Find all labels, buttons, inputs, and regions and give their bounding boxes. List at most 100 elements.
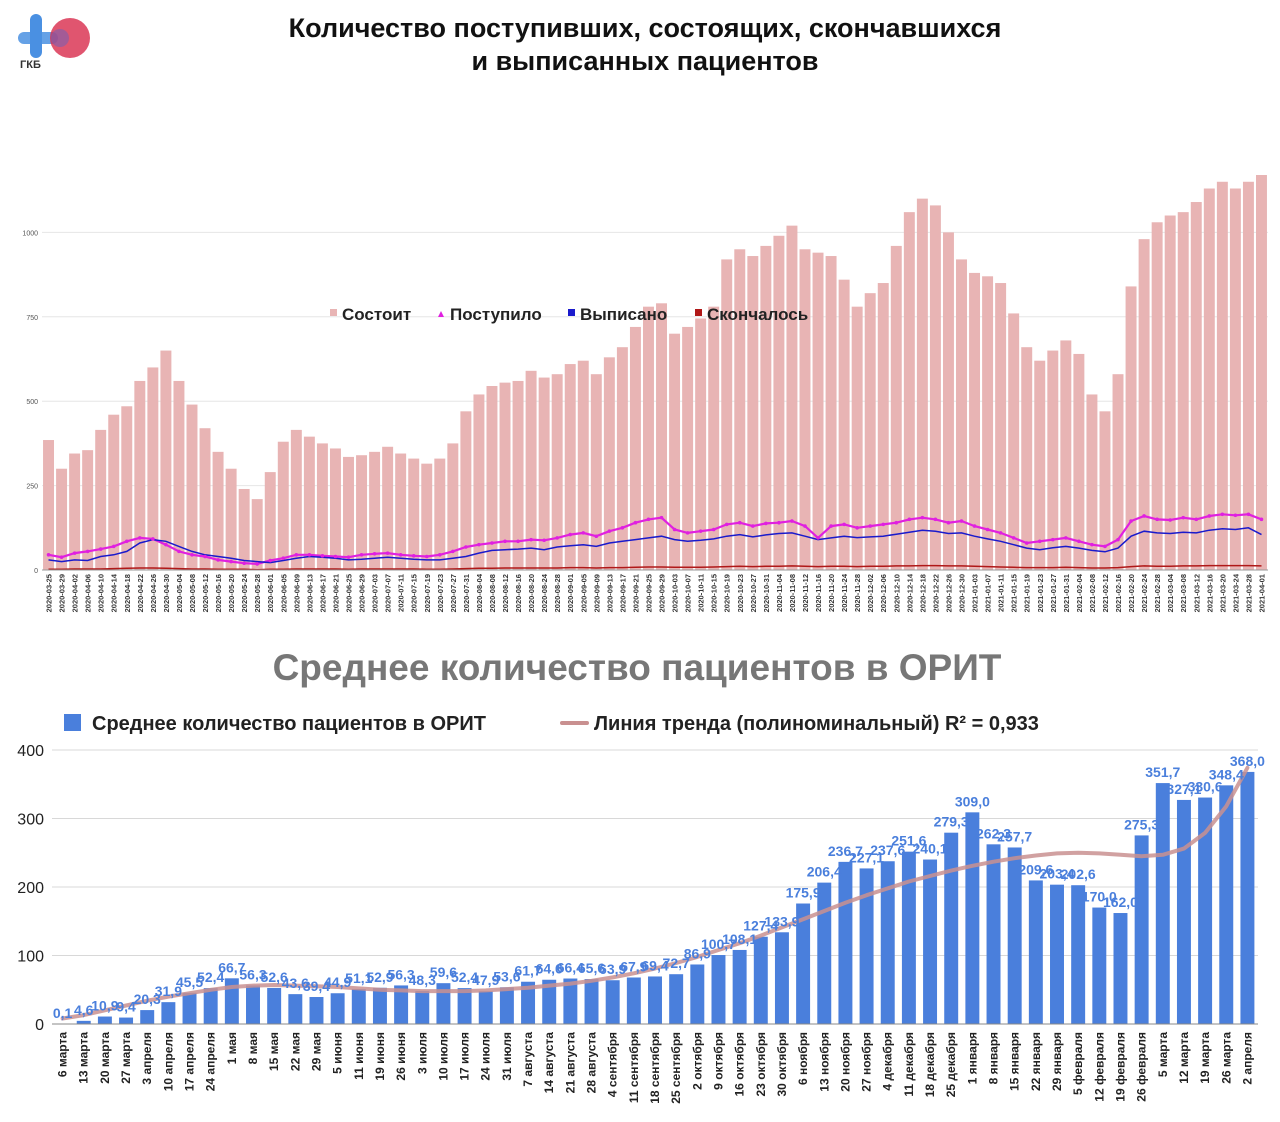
icu-bar [478, 991, 493, 1024]
x-tick-label: 25 сентября [669, 1032, 683, 1104]
stayed-bar [838, 279, 850, 570]
x-tick-label: 18 сентября [648, 1032, 662, 1104]
x-tick-label: 2021-02-24 [1140, 573, 1149, 612]
x-tick-label: 2021-02-28 [1153, 574, 1162, 612]
stayed-bar [1203, 188, 1215, 570]
icu-bar [965, 812, 980, 1024]
stayed-bar [590, 374, 602, 570]
x-tick-label: 2020-07-27 [449, 574, 458, 612]
data-label: 368,0 [1230, 753, 1265, 769]
admitted-point [281, 556, 286, 560]
data-label: 237,6 [870, 842, 905, 858]
admitted-point [1194, 517, 1199, 522]
stayed-bar [1125, 286, 1137, 570]
data-label: 66,4 [557, 960, 584, 976]
admitted-point [607, 529, 612, 533]
data-label: 69,4 [641, 957, 668, 973]
x-tick-label: 2020-09-17 [618, 574, 627, 612]
admitted-point [203, 554, 207, 559]
icu-bar [817, 882, 832, 1024]
icu-bar [140, 1010, 155, 1024]
admitted-point [320, 554, 325, 558]
x-tick-label: 2020-07-15 [410, 574, 419, 612]
data-label: 348,4 [1209, 766, 1244, 782]
admitted-point [816, 536, 820, 540]
icu-bar [1155, 783, 1170, 1024]
stayed-bar [95, 429, 107, 570]
x-tick-label: 2020-06-13 [305, 574, 314, 612]
y-tick-label: 200 [17, 880, 44, 897]
admitted-point [764, 521, 768, 526]
data-label: 240,1 [913, 841, 948, 857]
x-tick-label: 2020-03-29 [58, 574, 67, 612]
x-tick-label: 2021-01-15 [1010, 574, 1019, 612]
data-label: 202,6 [1061, 866, 1096, 882]
icu-bar [1071, 885, 1086, 1024]
x-tick-label: 27 ноября [860, 1032, 874, 1092]
admitted-point [959, 519, 964, 523]
stayed-bar [864, 293, 876, 570]
x-tick-label: 5 июня [331, 1032, 345, 1074]
data-label: 64,6 [536, 961, 563, 977]
admitted-point [751, 524, 755, 528]
admitted-point [659, 515, 664, 520]
x-tick-label: 2020-05-12 [201, 574, 210, 612]
x-tick-label: 2020-10-07 [684, 574, 693, 612]
legend-stayed: Состоит [342, 305, 411, 324]
x-tick-label: 2020-05-16 [214, 574, 223, 612]
x-tick-label: 2021-01-27 [1049, 574, 1058, 612]
x-tick-label: 2020-09-29 [658, 574, 667, 612]
y-tick-label: 0 [34, 568, 38, 575]
admitted-point [1168, 518, 1172, 522]
legend-died: Скончалось [707, 305, 808, 324]
x-tick-label: 2020-12-22 [931, 574, 940, 612]
admitted-point [177, 549, 181, 554]
stayed-bar [1047, 350, 1059, 570]
stayed-bar [760, 245, 772, 570]
data-label: 251,6 [891, 833, 926, 849]
data-label: 9,4 [116, 999, 136, 1015]
data-label: 133,9 [764, 913, 799, 929]
stayed-bar [942, 232, 954, 570]
stayed-bar [303, 436, 315, 570]
admitted-point [907, 517, 912, 522]
stayed-bar [564, 364, 576, 570]
x-tick-label: 15 января [1008, 1032, 1022, 1091]
admitted-point [1077, 539, 1081, 544]
x-tick-label: 23 октября [754, 1032, 768, 1096]
x-tick-label: 2020-09-21 [631, 574, 640, 612]
admitted-point [1064, 536, 1068, 540]
stayed-bar [799, 249, 811, 570]
x-tick-label: 2021-01-11 [997, 574, 1006, 612]
x-tick-label: 1 мая [225, 1032, 239, 1064]
x-tick-label: 26 февраля [1135, 1032, 1149, 1102]
stayed-bar [160, 350, 172, 570]
icu-bar [859, 868, 874, 1024]
data-label: 236,7 [828, 843, 863, 859]
admitted-point [1050, 537, 1055, 542]
data-label: 56,3 [387, 966, 414, 982]
stayed-bar [786, 225, 798, 570]
icu-bar [563, 978, 578, 1024]
stayed-bar [682, 326, 694, 570]
logo-cross-icon [18, 32, 58, 44]
stayed-bar [447, 443, 459, 570]
hospital-logo: ГКБ [18, 14, 90, 71]
stayed-bar [890, 245, 902, 570]
admitted-point [555, 536, 559, 540]
icu-title: Среднее количество пациентов в ОРИТ [273, 647, 1002, 688]
x-tick-label: 2020-11-16 [814, 574, 823, 612]
data-label: 63,9 [599, 961, 626, 977]
icu-bar [711, 955, 726, 1024]
admitted-point [1246, 512, 1251, 517]
x-tick-label: 2020-04-22 [136, 574, 145, 612]
logo-overlap-icon [51, 29, 69, 47]
admitted-point [985, 527, 990, 532]
legend-discharged: Выписано [580, 305, 667, 324]
x-tick-label: 2020-08-12 [501, 574, 510, 612]
x-tick-label: 17 июля [458, 1032, 472, 1081]
stayed-bar [173, 380, 185, 570]
stayed-bar [656, 303, 667, 570]
x-tick-label: 2021-02-16 [1114, 574, 1123, 612]
x-tick-label: 11 июня [352, 1032, 366, 1080]
